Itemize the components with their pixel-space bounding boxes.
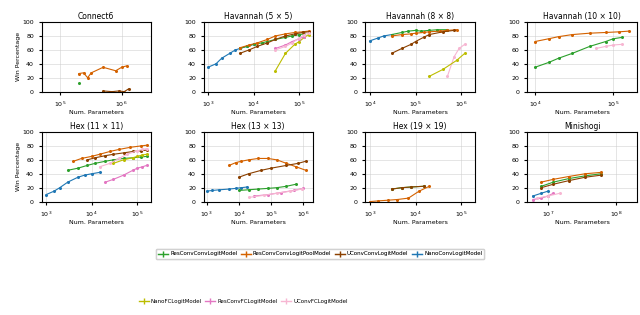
Y-axis label: Win Percentage: Win Percentage <box>16 142 21 192</box>
Title: Minishogi: Minishogi <box>564 122 600 131</box>
Title: Connect6: Connect6 <box>78 12 115 21</box>
Title: Havannah (10 × 10): Havannah (10 × 10) <box>543 12 621 21</box>
X-axis label: Num. Parameters: Num. Parameters <box>393 110 447 115</box>
X-axis label: Num. Parameters: Num. Parameters <box>555 110 609 115</box>
Legend: NanoFCLogitModel, ResConvFCLogitModel, UConvFCLogitModel: NanoFCLogitModel, ResConvFCLogitModel, U… <box>136 296 350 306</box>
Title: Havannah (5 × 5): Havannah (5 × 5) <box>224 12 292 21</box>
Title: Hex (11 × 11): Hex (11 × 11) <box>70 122 123 131</box>
X-axis label: Num. Parameters: Num. Parameters <box>555 220 609 225</box>
X-axis label: Num. Parameters: Num. Parameters <box>69 110 124 115</box>
X-axis label: Num. Parameters: Num. Parameters <box>231 220 285 225</box>
Title: Hex (19 × 19): Hex (19 × 19) <box>394 122 447 131</box>
X-axis label: Num. Parameters: Num. Parameters <box>231 110 285 115</box>
X-axis label: Num. Parameters: Num. Parameters <box>393 220 447 225</box>
Legend: ResConvConvLogitModel, ResConvConvLogitPoolModel, UConvConvLogitModel, NanoConvL: ResConvConvLogitModel, ResConvConvLogitP… <box>156 249 484 259</box>
Title: Hex (13 × 13): Hex (13 × 13) <box>232 122 285 131</box>
Title: Havannah (8 × 8): Havannah (8 × 8) <box>386 12 454 21</box>
Y-axis label: Win Percentage: Win Percentage <box>16 32 21 81</box>
X-axis label: Num. Parameters: Num. Parameters <box>69 220 124 225</box>
